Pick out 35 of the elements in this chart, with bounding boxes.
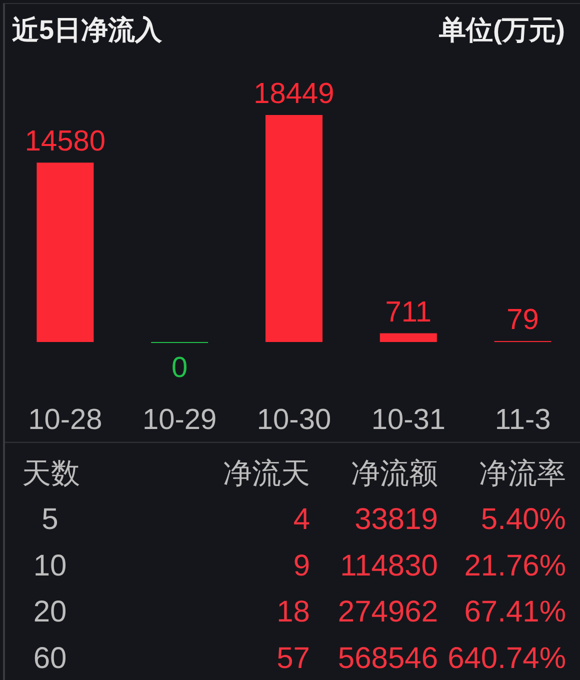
x-tick-label: 10-28 (28, 404, 102, 436)
category-label: 10 (33, 549, 67, 582)
text: 57 (276, 642, 310, 675)
x-tick-label: 11-3 (494, 404, 551, 436)
text: 114830 (340, 549, 438, 582)
text: 18 (276, 596, 310, 629)
chart-title: 近5日净流入 (12, 15, 164, 45)
text: 天数 (22, 458, 80, 490)
category-label: 净流额 (351, 458, 438, 490)
data-label: 79 (506, 304, 539, 336)
bar (380, 333, 437, 342)
x-tick-label: 10-29 (142, 404, 217, 436)
x-tick-label: 10-30 (256, 404, 332, 436)
text: 274962 (338, 596, 438, 629)
text: 568546 (338, 642, 438, 675)
category-label: 20 (33, 596, 67, 629)
chart-subtitle: 单位(万元) (438, 15, 565, 45)
data-label: 0 (172, 352, 188, 384)
x-tick-label: 10-31 (371, 404, 446, 436)
text: 33819 (354, 503, 438, 536)
data-label: 711 (385, 296, 432, 328)
category-label: 净流天 (223, 458, 310, 490)
text: 4 (293, 503, 310, 536)
category-label: 60 (33, 642, 67, 675)
category-label: 5 (42, 503, 58, 536)
category-label: 净流率 (479, 458, 566, 490)
data-label: 14580 (24, 126, 106, 158)
text: 67.41% (464, 596, 566, 629)
bar (36, 162, 94, 342)
text: 9 (293, 549, 310, 582)
text: 640.74% (448, 642, 566, 675)
text: 5.40% (480, 503, 566, 536)
data-label: 18449 (254, 78, 334, 110)
bar (266, 115, 322, 342)
text: 21.76% (464, 549, 566, 582)
